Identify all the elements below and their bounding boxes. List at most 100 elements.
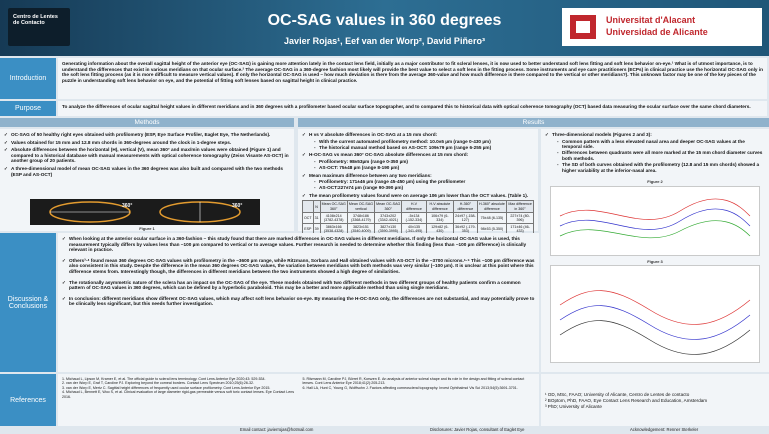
sub-bullet: AS-OCT:227±74 µm (range 90-390 µm) — [314, 185, 534, 191]
table-header: H-360° difference — [453, 200, 478, 213]
bullet: H-OC-SAG vs mean 360° OC-SAG absolute di… — [302, 152, 534, 171]
bullet: Mean maximum difference between any two … — [302, 172, 534, 191]
figure-caption: Figure 3 — [647, 258, 663, 264]
figure-1: 360° 360° — [30, 199, 260, 225]
table-header: Mean OC-SAG vertical — [346, 200, 376, 213]
figure-caption: Figure 1 — [139, 226, 155, 231]
table-cell: 4108±214 (3782-4378) — [319, 211, 348, 225]
bullet: A three-dimensional model of mean OC-SAG… — [4, 166, 290, 177]
disclosures: Disclosures: Javier Rojas, consultant of… — [430, 427, 525, 432]
sub-bullet: Common pattern with a less elevated nasa… — [557, 139, 765, 150]
bullet-text: Mean maximum difference between any two … — [309, 172, 432, 178]
figure-caption: Figure 2 — [647, 179, 663, 185]
bullet-text: Three-dimensional models (Figures 2 and … — [552, 132, 652, 137]
methods: OC-SAG of 50 healthy right eyes obtained… — [0, 129, 294, 231]
results-column-2: Three-dimensional models (Figures 2 and … — [541, 129, 769, 372]
bullet: OC-SAG of 50 healthy right eyes obtained… — [4, 132, 290, 138]
bullet: In conclusion: different meridians show … — [62, 296, 535, 307]
acknowledgement: Acknowledgement: Renner Sterkeler — [630, 427, 699, 432]
table-header: Max difference in 360° — [506, 200, 534, 213]
bullet: When looking at the anterior ocular surf… — [62, 236, 535, 253]
section-label: Introduction — [0, 58, 56, 99]
reference: 1. Michaud L, Lipson M, Kramer E, et al.… — [62, 377, 266, 381]
section-label: References — [0, 374, 56, 426]
bullet: Others³·⁴ found mean 360 degrees OC-SAG … — [62, 258, 535, 275]
sub-bullet: The SD of both curves obtained with the … — [557, 162, 765, 173]
discussion: When looking at the anterior ocular surf… — [58, 233, 539, 372]
affiliations: ¹ OD, MSc, FAAO; University of Alicante,… — [541, 374, 769, 426]
section-heading: Methods — [0, 118, 294, 127]
affiliation: ³ PhD; University of Alicante — [545, 404, 602, 409]
bullet: H vs V absolute differences in OC-SAG at… — [302, 132, 534, 151]
table-header: Mean OC-SAG 360° — [319, 200, 348, 213]
introduction-text: Generating information about the overall… — [58, 58, 767, 99]
table-cell: 3743±202 (3342-4021) — [374, 211, 403, 225]
purpose-text: To analyze the differences of ocular sag… — [58, 101, 767, 116]
figure-2 — [550, 186, 760, 256]
table-row: OCT 31 4108±214 (3782-4378) 3748±186 (3368-… — [302, 211, 534, 225]
table-header-row: N Mean OC-SAG 360° Mean OC-SAG vertical Mea… — [302, 200, 534, 213]
results-column-1: H vs V absolute differences in OC-SAG at… — [298, 129, 538, 241]
affiliation: ² BOptom, PhD, FAAO, Eye Contact Lens Re… — [545, 398, 708, 403]
results-table: N Mean OC-SAG 360° Mean OC-SAG vertical Mea… — [302, 200, 534, 236]
table-cell: 227±74 (80-396) — [506, 211, 534, 225]
bullet: The rotationally asymmetric nature of th… — [62, 280, 535, 291]
section-label: Purpose — [0, 101, 56, 116]
table-cell: 31 — [312, 211, 321, 225]
sub-list: Profilometry: 171±46 µm (range 45-450 µm… — [309, 179, 534, 191]
sub-list: Common pattern with a less elevated nasa… — [552, 139, 765, 174]
results-list: H vs V absolute differences in OC-SAG at… — [302, 132, 534, 198]
reference: 6. Hall LA, Hunt C, Young G, Wolffsohn J… — [302, 385, 518, 390]
reference: 3. van der Worp E, Mertz C. Sagittal hei… — [62, 385, 271, 390]
email: Email contact: javierrojas@hotmail.com — [240, 427, 314, 432]
table-cell: 75±48 (6-135) — [476, 211, 508, 225]
sub-list: Profilometry: 98±53µm (range 0-350 µm)AS… — [309, 159, 534, 171]
table-header: H-V absolute difference — [425, 200, 455, 213]
sub-list: With the current automated profilometry … — [309, 139, 534, 151]
university-name: Universidad de Alicante — [606, 27, 708, 37]
bullet-text: H vs V absolute differences in OC-SAG at… — [309, 132, 438, 137]
section-label: Discussion & Conclusions — [0, 233, 56, 372]
university-emblem — [570, 15, 596, 39]
sub-bullet: The historical manual method based on AS… — [314, 145, 534, 151]
table-header: H-V difference — [401, 200, 427, 213]
table-header: Mean OC-SAG 360° — [374, 200, 403, 213]
table-header: N — [312, 200, 321, 213]
figure-label: 360° — [122, 203, 132, 209]
title: OC-SAG values in 360 degrees — [267, 12, 502, 29]
table-header — [302, 200, 314, 213]
bullet-text: The mean profilometry values found were … — [309, 192, 529, 198]
bullet: Three-dimensional models (Figures 2 and … — [545, 132, 765, 174]
figure-3 — [550, 265, 760, 364]
table-header: H-360° absolute difference — [476, 200, 508, 213]
results-list: Three-dimensional models (Figures 2 and … — [545, 132, 765, 173]
table-cell: 3748±186 (3368-4179) — [346, 211, 376, 225]
reference: 4. Michaud L, Bennett E, Woo S, et al. C… — [62, 390, 295, 399]
bullet: Values obtained for 15 mm and 12.8 mm ch… — [4, 140, 290, 146]
references: 1. Michaud L, Lipson M, Kramer E, et al.… — [58, 374, 539, 426]
sub-bullet: Profilometry: 98±53µm (range 0-350 µm) — [314, 159, 534, 165]
bullet-text: H-OC-SAG vs mean 360° OC-SAG absolute di… — [309, 152, 469, 158]
affiliation: ¹ OD, MSc, FAAO; University of Alicante,… — [545, 392, 690, 397]
figure-label: 360° — [232, 203, 242, 209]
bullet: Absolute differences between the horizon… — [4, 147, 290, 164]
sub-bullet: AS-OCT: 75±48 µm (range 8-190 µm) — [314, 165, 534, 171]
sub-bullet: Profilometry: 171±46 µm (range 45-450 µm… — [314, 179, 534, 185]
discussion-list: When looking at the anterior ocular surf… — [62, 236, 535, 307]
bullet: The mean profilometry values found were … — [302, 192, 534, 199]
reference: 5. Ritzmann M, Caroline PJ, Börret R, Ko… — [302, 377, 525, 386]
table-cell: OCT — [302, 211, 314, 225]
logo: Centro de Lentes de Contacto — [8, 8, 70, 46]
table-cell: 106±79 (6-334) — [425, 211, 455, 225]
table-cell: -5±134 (-152-334) — [401, 211, 427, 225]
authors: Javier Rojas¹, Eef van der Worp², David … — [284, 36, 485, 46]
section-heading: Results — [298, 118, 769, 127]
university-name: Universitat d'Alacant — [606, 15, 696, 25]
sub-bullet: With the current automated profilometry … — [314, 139, 534, 145]
methods-list: OC-SAG of 50 healthy right eyes obtained… — [4, 132, 290, 177]
reference: 2. van der Worp E, Graf T, Caroline PJ. … — [62, 381, 255, 386]
university-logo: Universitat d'Alacant Universidad de Ali… — [562, 8, 762, 46]
table-cell: 24±97 (-158-127) — [453, 211, 478, 225]
sub-bullet: Differences between quadrants were all m… — [557, 150, 765, 161]
